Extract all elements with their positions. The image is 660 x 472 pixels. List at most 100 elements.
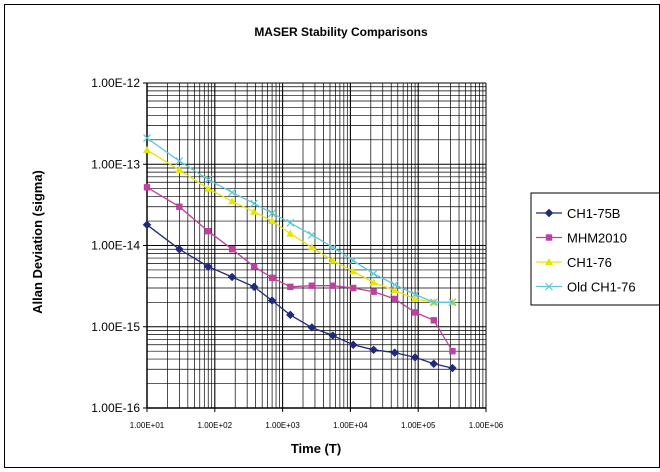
legend-marker-ch1-76 (545, 258, 553, 265)
marker-stroke (448, 298, 457, 307)
data-point-ch1-75b (348, 340, 358, 350)
data-point-ch1-76 (286, 229, 295, 237)
data-point-ch1-76 (328, 256, 337, 264)
data-point-ch1-76 (250, 207, 259, 215)
data-point-mhm2010 (449, 348, 456, 355)
axes (143, 82, 487, 412)
data-point-ch1-76 (369, 278, 378, 286)
data-point-old-ch1-76 (429, 298, 438, 307)
legend-label-ch1-75b: CH1-75B (567, 206, 620, 221)
data-point-mhm2010 (329, 282, 336, 289)
marker-stroke (545, 282, 553, 291)
data-point-ch1-75b (227, 272, 237, 282)
x-axis-label: Time (T) (291, 441, 341, 456)
data-point-old-ch1-76 (328, 243, 337, 252)
data-point-old-ch1-76 (143, 134, 151, 142)
chart-title: MASER Stability Comparisons (254, 25, 428, 39)
data-point-old-ch1-76 (250, 199, 259, 208)
marker-stroke (250, 199, 259, 208)
data-point-mhm2010 (228, 246, 236, 253)
series-group (142, 134, 457, 373)
x-tick-label: 1.00E+04 (333, 421, 368, 430)
data-point-old-ch1-76 (369, 269, 378, 278)
data-point-ch1-75b (369, 345, 378, 355)
y-axis-label: Allan Deviation (sigma) (30, 170, 45, 314)
data-point-ch1-76 (268, 217, 277, 225)
data-point-ch1-75b (249, 282, 259, 292)
y-tick-label: 1.00E-13 (91, 157, 140, 171)
data-point-old-ch1-76 (268, 209, 277, 218)
data-point-ch1-76 (307, 243, 316, 251)
marker-stroke (228, 188, 237, 197)
data-point-mhm2010 (143, 184, 151, 191)
data-point-ch1-76 (228, 197, 237, 205)
series-ch1-75b (142, 220, 457, 373)
data-point-ch1-76 (143, 145, 151, 153)
marker-stroke (390, 280, 399, 289)
data-point-ch1-75b (429, 359, 439, 369)
data-point-old-ch1-76 (286, 218, 295, 227)
series-mhm2010 (143, 184, 456, 355)
legend-marker-mhm2010 (545, 234, 553, 241)
data-point-ch1-75b (285, 310, 295, 320)
data-point-ch1-75b (307, 323, 317, 332)
data-point-ch1-76 (349, 267, 358, 275)
marker-stroke (204, 175, 213, 184)
data-point-mhm2010 (350, 284, 357, 292)
data-point-ch1-75b (410, 353, 420, 362)
chart-frame: MASER Stability Comparisons Time (T) All… (4, 4, 660, 468)
tick-labels: 1.00E+01 1.00E+02 1.00E+03 1.00E+04 1.00E+05… (91, 76, 503, 430)
data-point-ch1-75b (203, 262, 213, 271)
x-tick-label: 1.00E+03 (265, 421, 300, 430)
data-point-old-ch1-76 (228, 188, 237, 197)
data-point-mhm2010 (205, 227, 212, 235)
grid-lines (146, 83, 486, 409)
data-point-ch1-76 (390, 286, 399, 294)
x-tick-label: 1.00E+06 (469, 421, 504, 430)
data-point-mhm2010 (268, 274, 276, 282)
legend-label-mhm2010: MHM2010 (567, 231, 627, 246)
marker-stroke (307, 230, 316, 239)
marker-stroke (143, 134, 151, 142)
data-point-ch1-75b (267, 296, 277, 305)
data-point-ch1-75b (142, 220, 152, 230)
data-point-mhm2010 (308, 282, 316, 289)
data-point-mhm2010 (411, 309, 419, 316)
legend: CH1-75B MHM2010 CH1-76 Old CH1-76 (530, 192, 659, 306)
data-point-mhm2010 (176, 203, 183, 210)
data-point-mhm2010 (430, 317, 438, 324)
data-point-mhm2010 (287, 283, 294, 291)
data-point-old-ch1-76 (390, 280, 399, 289)
data-point-old-ch1-76 (349, 256, 358, 265)
marker-stroke (286, 218, 295, 227)
data-point-old-ch1-76 (175, 156, 184, 165)
legend-label-old-ch1-76: Old CH1-76 (567, 280, 636, 295)
x-tick-label: 1.00E+02 (198, 421, 233, 430)
y-tick-label: 1.00E-16 (91, 401, 140, 415)
marker-stroke (175, 156, 184, 165)
chart-svg: MASER Stability Comparisons Time (T) All… (30, 25, 659, 456)
marker-stroke (349, 256, 358, 265)
legend-marker-old-ch1-76 (545, 282, 553, 291)
marker-stroke (411, 290, 420, 299)
data-point-ch1-76 (411, 294, 420, 302)
data-point-old-ch1-76 (411, 290, 420, 299)
y-tick-label: 1.00E-12 (91, 76, 140, 90)
legend-marker-ch1-75b (544, 208, 554, 218)
data-point-old-ch1-76 (204, 175, 213, 184)
data-point-mhm2010 (250, 263, 258, 270)
data-point-ch1-75b (390, 348, 400, 358)
series-old-ch1-76 (143, 134, 457, 307)
data-point-old-ch1-76 (307, 230, 316, 239)
data-point-mhm2010 (391, 295, 398, 303)
data-point-ch1-76 (204, 184, 213, 192)
data-point-ch1-75b (448, 363, 457, 373)
marker-stroke (328, 243, 337, 252)
data-point-ch1-75b (174, 244, 184, 254)
marker-stroke (429, 298, 438, 307)
x-tick-label: 1.00E+05 (401, 421, 436, 430)
legend-label-ch1-76: CH1-76 (567, 255, 612, 270)
data-point-mhm2010 (370, 288, 377, 295)
data-point-ch1-75b (328, 331, 338, 340)
data-point-ch1-76 (175, 165, 184, 173)
